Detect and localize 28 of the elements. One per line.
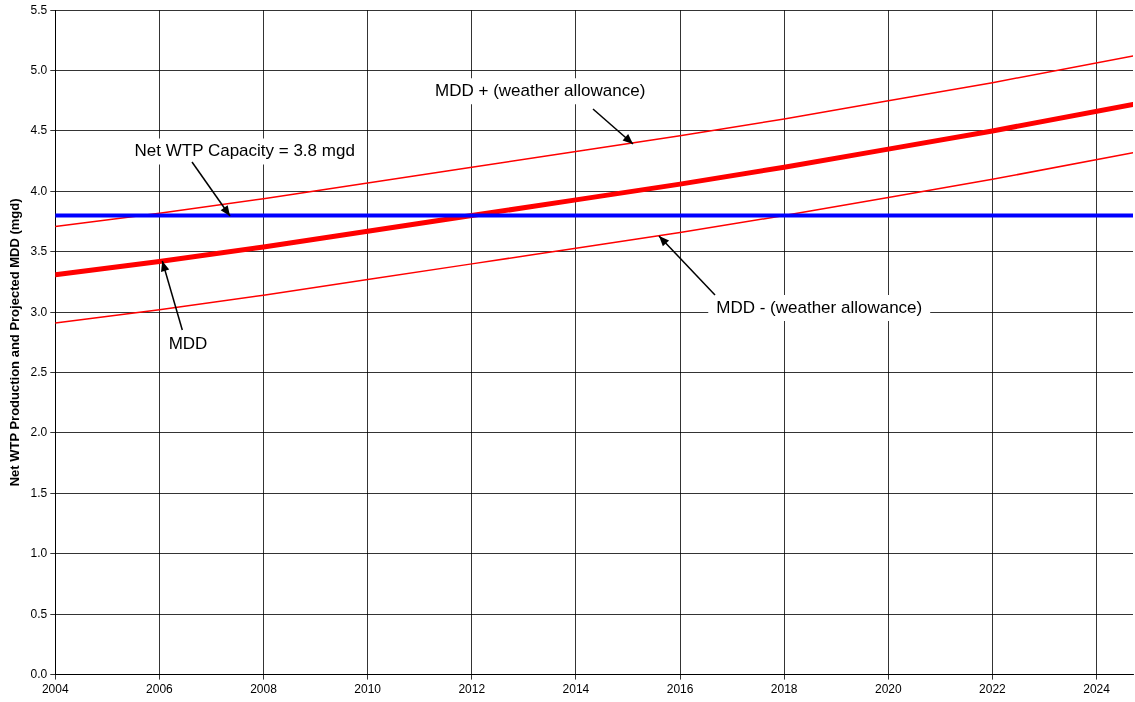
x-tick-label: 2006 — [146, 682, 174, 697]
x-tick-label: 2012 — [458, 682, 486, 697]
y-axis-title: Net WTP Production and Projected MDD (mgd) — [7, 198, 23, 487]
annotation: MDD + (weather allowance) — [435, 80, 646, 100]
x-tick-label: 2022 — [979, 682, 1007, 697]
y-tick-label: 0.5 — [30, 606, 48, 621]
y-tick-label: 1.5 — [30, 485, 48, 500]
annotation: MDD — [168, 334, 208, 354]
y-tick-label: 0.0 — [30, 666, 48, 681]
y-tick-label: 1.0 — [30, 546, 48, 561]
x-tick-label: 2020 — [874, 682, 902, 697]
y-tick-label: 2.5 — [30, 364, 48, 379]
x-tick-label: 2004 — [41, 682, 69, 697]
y-tick-label: 5.0 — [30, 62, 48, 77]
annotation: MDD - (weather allowance) — [716, 297, 923, 317]
x-tick-label: 2024 — [1083, 682, 1111, 697]
y-tick-label: 4.5 — [30, 123, 48, 138]
y-tick-label: 3.5 — [30, 244, 48, 259]
x-tick-label: 2018 — [770, 682, 798, 697]
y-tick-label: 4.0 — [30, 183, 48, 198]
y-tick-label: 5.5 — [30, 2, 48, 17]
y-tick-label: 3.0 — [30, 304, 48, 319]
annotation: Net WTP Capacity = 3.8 mgd — [134, 141, 355, 161]
x-tick-label: 2010 — [354, 682, 382, 697]
x-tick-label: 2014 — [562, 682, 590, 697]
y-tick-label: 2.0 — [30, 425, 48, 440]
x-tick-label: 2008 — [250, 682, 278, 697]
x-tick-label: 2016 — [666, 682, 694, 697]
